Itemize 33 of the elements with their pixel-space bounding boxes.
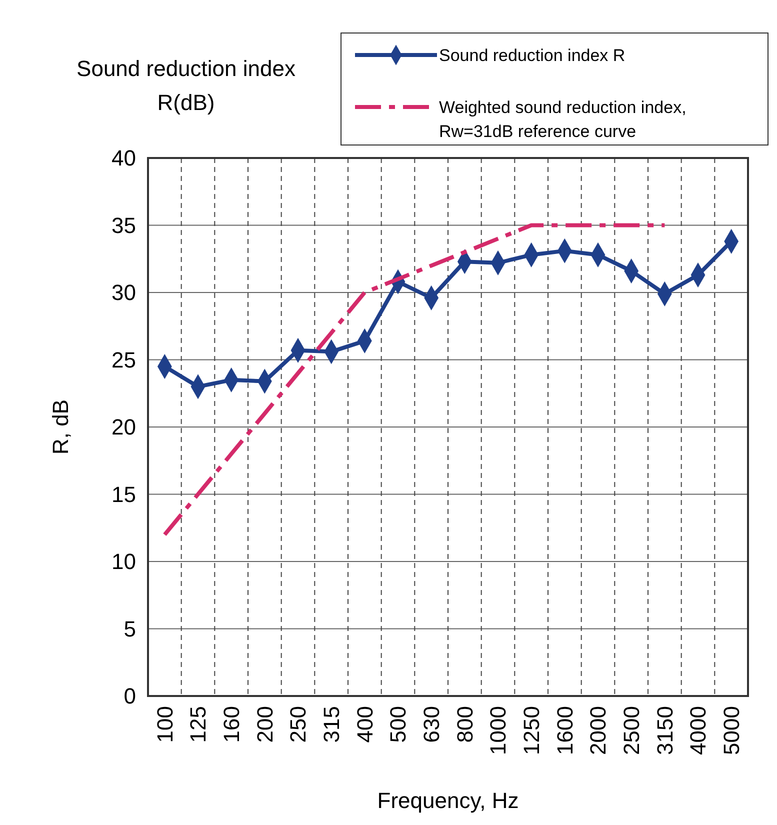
y-tick-label: 40 — [112, 146, 136, 171]
y-tick-label: 35 — [112, 212, 136, 238]
x-axis-title: Frequency, Hz — [377, 788, 519, 813]
x-tick-label: 500 — [386, 706, 411, 743]
y-tick-label: 5 — [124, 616, 136, 642]
y-tick-label: 25 — [112, 347, 136, 372]
x-tick-label: 100 — [152, 706, 178, 743]
x-tick-label: 2500 — [619, 706, 644, 755]
x-tick-label: 800 — [452, 706, 478, 743]
x-tick-label: 400 — [352, 706, 378, 743]
line-series — [162, 223, 667, 537]
chart-title: Sound reduction index R(dB) — [76, 56, 296, 115]
x-tick-label: 630 — [419, 706, 444, 743]
y-tick-label: 15 — [112, 482, 136, 507]
y-tick-label: 0 — [124, 684, 136, 709]
legend-label: Sound reduction index R — [439, 46, 626, 65]
x-tick-label: 160 — [219, 706, 244, 743]
x-tick-label: 2000 — [586, 706, 611, 755]
y-tick-label: 30 — [112, 280, 136, 306]
y-tick-label: 20 — [112, 414, 136, 440]
x-tick-label: 1000 — [486, 706, 511, 755]
y-tick-label: 10 — [112, 549, 136, 574]
legend-label: Weighted sound reduction index, Rw=31dB reference curve — [439, 98, 686, 141]
x-tick-label: 250 — [286, 706, 311, 743]
x-tick-label: 3150 — [652, 706, 678, 755]
x-tick-label: 200 — [252, 706, 278, 743]
x-tick-label: 315 — [319, 706, 344, 743]
y-axis-title: R, dB — [48, 399, 73, 455]
x-tick-label: 125 — [186, 706, 211, 743]
x-tick-label: 1250 — [519, 706, 544, 755]
x-tick-label: 4000 — [686, 706, 711, 755]
x-tick-label: 1600 — [552, 706, 578, 755]
x-tick-label: 5000 — [719, 706, 744, 755]
